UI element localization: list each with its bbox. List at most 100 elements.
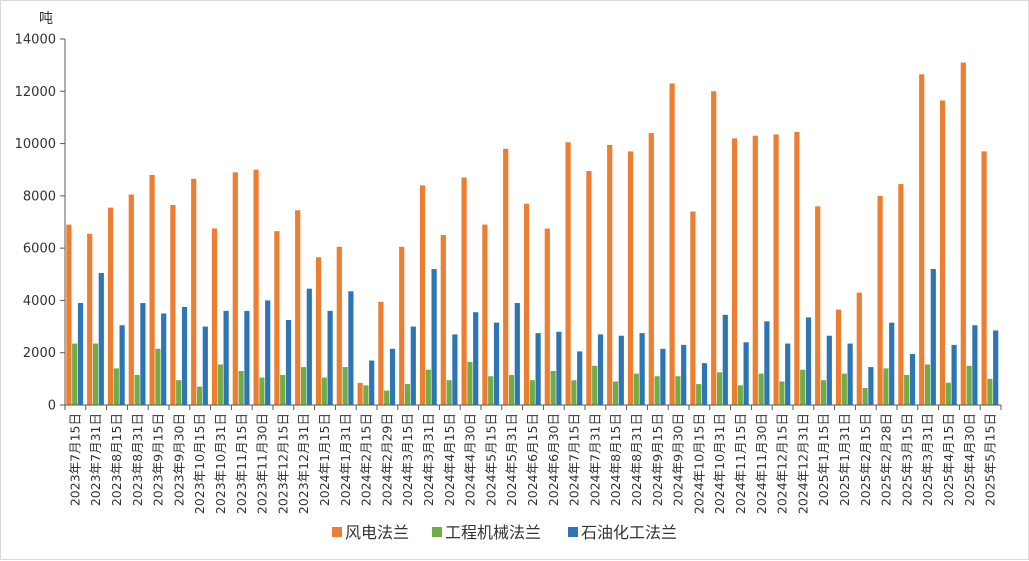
bar-series-2[interactable] bbox=[764, 321, 770, 405]
bar-series-2[interactable] bbox=[868, 367, 874, 405]
bar-series-0[interactable] bbox=[191, 178, 197, 405]
bar-series-2[interactable] bbox=[930, 269, 936, 405]
bar-series-2[interactable] bbox=[348, 291, 354, 405]
bar-series-1[interactable] bbox=[384, 390, 390, 405]
bar-series-0[interactable] bbox=[898, 184, 904, 405]
bar-series-1[interactable] bbox=[467, 361, 473, 405]
bar-series-1[interactable] bbox=[800, 369, 806, 405]
bar-series-2[interactable] bbox=[223, 310, 229, 405]
bar-series-1[interactable] bbox=[841, 373, 847, 405]
bar-series-2[interactable] bbox=[681, 344, 687, 405]
bar-series-0[interactable] bbox=[960, 62, 966, 406]
bar-series-0[interactable] bbox=[253, 169, 259, 405]
legend-item-series-0[interactable]: 风电法兰 bbox=[332, 523, 409, 542]
bar-series-1[interactable] bbox=[612, 381, 619, 405]
bar-series-0[interactable] bbox=[232, 172, 238, 405]
bar-series-1[interactable] bbox=[321, 377, 327, 405]
bar-series-1[interactable] bbox=[300, 367, 307, 405]
bar-series-2[interactable] bbox=[98, 272, 104, 405]
bar-series-2[interactable] bbox=[493, 322, 500, 405]
bar-series-1[interactable] bbox=[425, 369, 431, 405]
bar-series-0[interactable] bbox=[87, 233, 93, 405]
bar-series-2[interactable] bbox=[556, 331, 562, 405]
bar-series-2[interactable] bbox=[514, 303, 520, 405]
bar-series-1[interactable] bbox=[654, 376, 660, 405]
bar-series-0[interactable] bbox=[856, 292, 862, 405]
bar-series-1[interactable] bbox=[238, 371, 244, 405]
bar-series-1[interactable] bbox=[862, 388, 868, 405]
bar-series-1[interactable] bbox=[966, 365, 972, 405]
bar-series-2[interactable] bbox=[369, 360, 375, 405]
bar-series-1[interactable] bbox=[508, 374, 515, 405]
bar-series-0[interactable] bbox=[939, 100, 946, 405]
bar-series-1[interactable] bbox=[592, 365, 598, 405]
bar-series-1[interactable] bbox=[904, 374, 910, 405]
bar-series-1[interactable] bbox=[134, 374, 140, 405]
bar-series-2[interactable] bbox=[119, 325, 125, 405]
bar-series-0[interactable] bbox=[419, 185, 426, 405]
bar-series-2[interactable] bbox=[972, 325, 978, 405]
bar-series-0[interactable] bbox=[586, 171, 592, 405]
bar-series-1[interactable] bbox=[633, 373, 639, 405]
bar-series-2[interactable] bbox=[389, 348, 396, 405]
bar-series-2[interactable] bbox=[722, 314, 728, 405]
bar-series-2[interactable] bbox=[306, 288, 312, 405]
bar-series-0[interactable] bbox=[773, 134, 779, 405]
bar-series-2[interactable] bbox=[639, 333, 645, 405]
bar-series-2[interactable] bbox=[535, 333, 541, 405]
bar-series-1[interactable] bbox=[488, 376, 494, 405]
bar-series-0[interactable] bbox=[648, 133, 654, 405]
bar-series-1[interactable] bbox=[924, 364, 931, 405]
bar-series-1[interactable] bbox=[446, 380, 452, 405]
bar-series-2[interactable] bbox=[577, 351, 583, 405]
bar-series-0[interactable] bbox=[981, 151, 987, 405]
bar-series-0[interactable] bbox=[565, 142, 571, 405]
bar-series-0[interactable] bbox=[523, 203, 530, 405]
bar-series-2[interactable] bbox=[77, 303, 84, 405]
legend-item-series-1[interactable]: 工程机械法兰 bbox=[432, 523, 541, 542]
bar-series-0[interactable] bbox=[627, 151, 634, 405]
bar-series-1[interactable] bbox=[737, 385, 743, 405]
bar-series-0[interactable] bbox=[107, 207, 114, 405]
bar-series-0[interactable] bbox=[877, 195, 883, 405]
bar-series-0[interactable] bbox=[731, 138, 738, 406]
bar-series-1[interactable] bbox=[72, 343, 78, 405]
bar-series-1[interactable] bbox=[155, 348, 161, 405]
bar-series-2[interactable] bbox=[909, 354, 916, 405]
bar-series-0[interactable] bbox=[378, 301, 384, 405]
bar-series-2[interactable] bbox=[410, 326, 416, 405]
bar-series-2[interactable] bbox=[701, 363, 708, 405]
bar-series-1[interactable] bbox=[945, 382, 951, 405]
bar-series-2[interactable] bbox=[889, 322, 895, 405]
bar-series-1[interactable] bbox=[342, 367, 348, 405]
bar-series-1[interactable] bbox=[675, 376, 681, 405]
bar-series-0[interactable] bbox=[315, 257, 322, 405]
bar-series-1[interactable] bbox=[696, 384, 702, 405]
bar-series-1[interactable] bbox=[571, 380, 577, 405]
bar-series-1[interactable] bbox=[196, 386, 203, 405]
bar-series-1[interactable] bbox=[363, 385, 369, 405]
bar-series-1[interactable] bbox=[176, 380, 182, 405]
bar-series-0[interactable] bbox=[440, 235, 446, 405]
bar-series-0[interactable] bbox=[711, 91, 717, 406]
bar-series-1[interactable] bbox=[987, 378, 993, 405]
bar-series-2[interactable] bbox=[431, 269, 437, 405]
bar-series-0[interactable] bbox=[128, 194, 134, 405]
bar-series-2[interactable] bbox=[285, 320, 292, 405]
bar-series-2[interactable] bbox=[327, 310, 333, 405]
bar-series-0[interactable] bbox=[461, 177, 467, 405]
bar-series-2[interactable] bbox=[660, 348, 666, 405]
bar-series-0[interactable] bbox=[211, 228, 218, 405]
bar-series-2[interactable] bbox=[826, 335, 832, 405]
bar-series-2[interactable] bbox=[265, 300, 271, 405]
bar-series-2[interactable] bbox=[244, 310, 250, 405]
bar-series-0[interactable] bbox=[357, 382, 363, 405]
bar-series-1[interactable] bbox=[404, 384, 411, 405]
bar-series-0[interactable] bbox=[690, 211, 696, 405]
bar-series-0[interactable] bbox=[835, 309, 842, 405]
bar-series-1[interactable] bbox=[883, 368, 889, 405]
bar-series-2[interactable] bbox=[743, 342, 749, 405]
bar-series-0[interactable] bbox=[794, 131, 800, 406]
legend-item-series-2[interactable]: 石油化工法兰 bbox=[568, 523, 677, 542]
bar-series-2[interactable] bbox=[785, 343, 791, 405]
